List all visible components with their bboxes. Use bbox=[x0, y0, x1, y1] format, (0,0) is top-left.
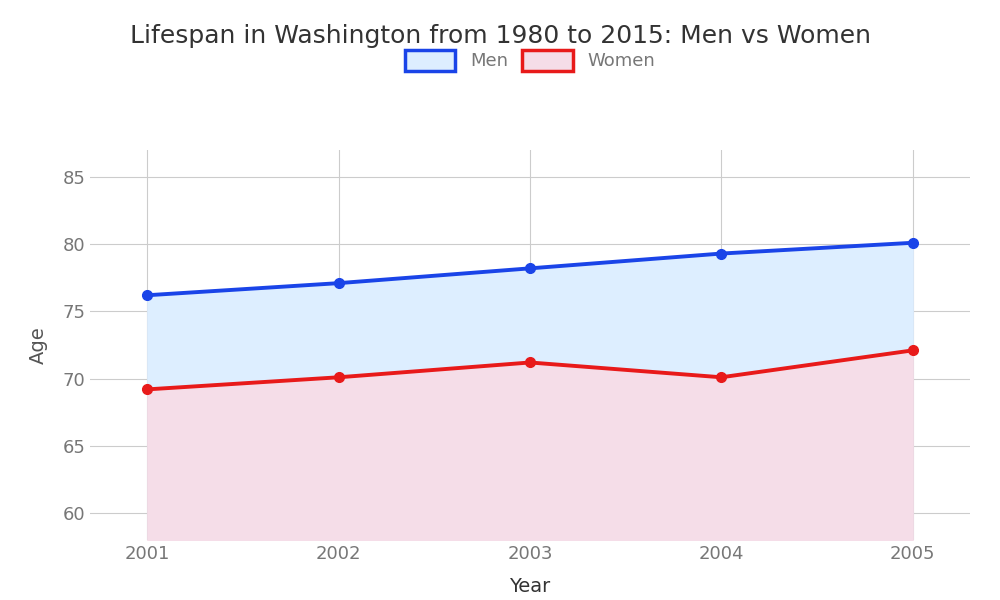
Text: Lifespan in Washington from 1980 to 2015: Men vs Women: Lifespan in Washington from 1980 to 2015… bbox=[130, 24, 870, 48]
Y-axis label: Age: Age bbox=[29, 326, 48, 364]
Legend: Men, Women: Men, Women bbox=[405, 50, 655, 71]
X-axis label: Year: Year bbox=[509, 577, 551, 596]
